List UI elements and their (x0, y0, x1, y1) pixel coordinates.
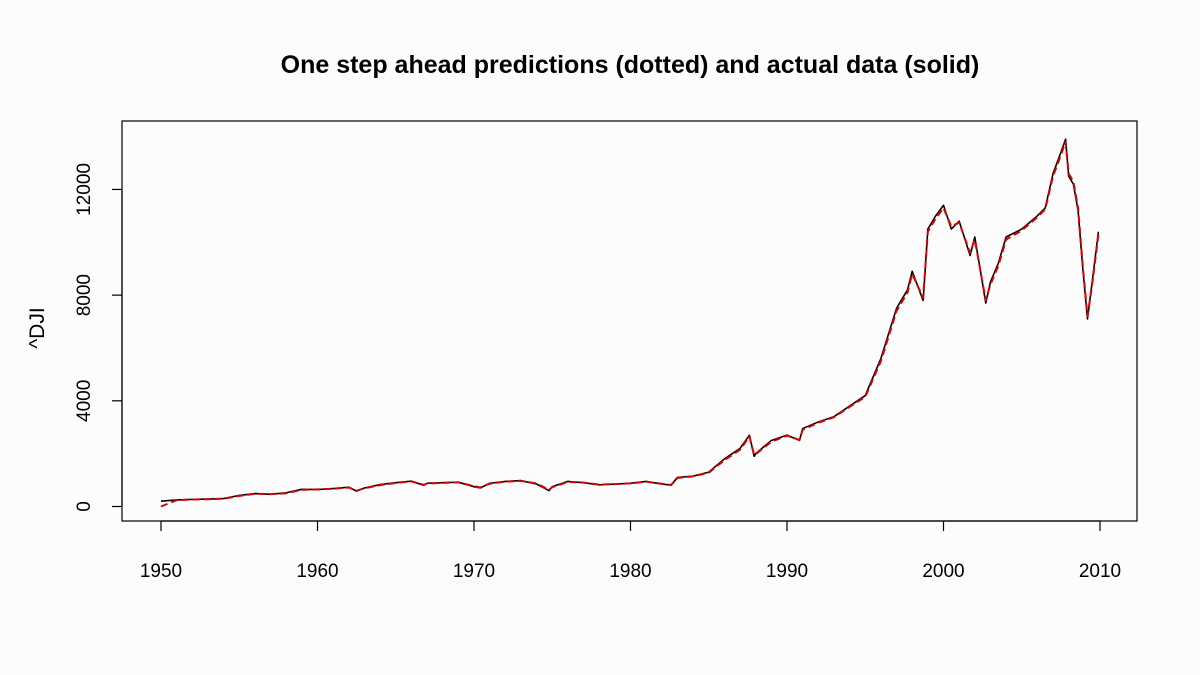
x-tick-label: 1970 (453, 561, 495, 582)
x-tick-label: 2000 (922, 561, 964, 582)
chart-title: One step ahead predictions (dotted) and … (281, 51, 980, 79)
y-axis-label: ^DJI (26, 307, 49, 348)
series-line-actual (160, 138, 1100, 503)
y-tick-label: 0 (74, 501, 95, 512)
x-tick-label: 2010 (1079, 561, 1121, 582)
x-tick-label: 1960 (296, 561, 338, 582)
y-tick-label: 12000 (74, 163, 95, 216)
y-tick-label: 4000 (74, 380, 95, 422)
x-axis: 1950 1960 1970 1980 1990 2000 2010 (140, 520, 1121, 582)
series-layer (160, 138, 1100, 508)
y-tick-label: 8000 (74, 274, 95, 316)
x-tick-label: 1990 (766, 561, 808, 582)
y-axis: 0 4000 8000 12000 (74, 163, 123, 512)
x-tick-label: 1980 (609, 561, 651, 582)
series-line-predicted (160, 140, 1100, 508)
plot-frame (121, 120, 1138, 522)
x-tick-label: 1950 (140, 561, 182, 582)
